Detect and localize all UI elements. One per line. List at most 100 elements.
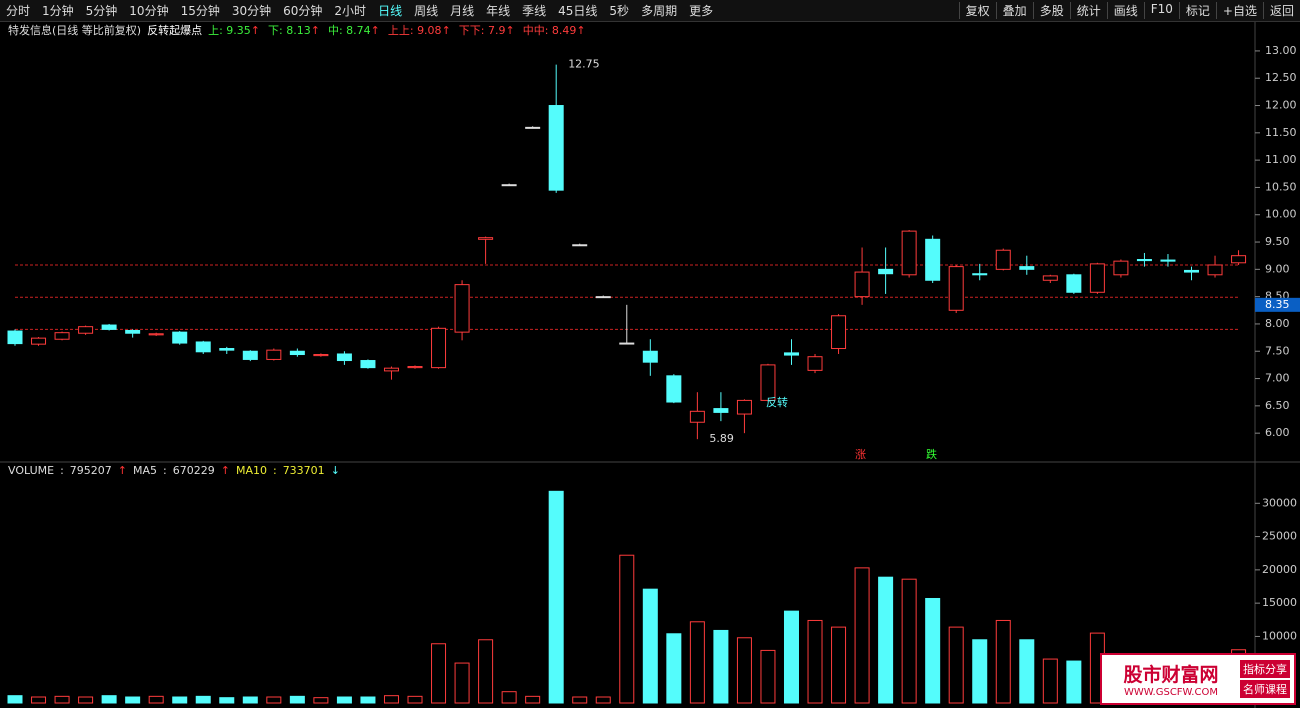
period-tab[interactable]: 15分钟	[180, 4, 220, 18]
period-tab[interactable]: 5分钟	[85, 4, 118, 18]
period-tab[interactable]: 30分钟	[231, 4, 272, 18]
candle-body	[7, 330, 23, 345]
volume-bar	[101, 695, 117, 704]
candle-body	[31, 337, 47, 345]
arrow-icon	[442, 24, 451, 37]
period-tab[interactable]: 1分钟	[42, 4, 74, 18]
volume-bar	[807, 619, 823, 704]
ma5-label: MA5	[133, 464, 158, 477]
arrow-icon	[505, 24, 514, 37]
volume-bar	[948, 626, 964, 704]
volume-bar	[148, 695, 164, 704]
volume-bar	[666, 633, 682, 704]
period-tab[interactable]: 多周期	[641, 4, 678, 18]
candle-body	[172, 331, 188, 344]
volume-bar	[54, 695, 70, 704]
period-tab[interactable]: 季线	[522, 4, 547, 18]
y-tick-label: 7.50	[1265, 344, 1290, 357]
vol-value: 795207	[69, 464, 112, 477]
arrow-icon	[311, 24, 320, 37]
period-tab[interactable]: 60分钟	[283, 4, 323, 18]
y-tick-label: 30000	[1262, 496, 1297, 509]
tool-button[interactable]: 返回	[1262, 2, 1300, 19]
tool-button[interactable]: +自选	[1215, 2, 1263, 19]
candle-body	[713, 408, 729, 413]
period-tab[interactable]: 日线	[378, 4, 403, 18]
candle-body	[1207, 264, 1223, 276]
candle-body	[548, 105, 564, 191]
candle-body	[972, 273, 988, 276]
tool-button[interactable]: 标记	[1178, 2, 1216, 19]
candle-body	[666, 375, 682, 403]
volume-bar	[266, 696, 282, 704]
logo-link[interactable]: 名师课程	[1240, 680, 1290, 698]
y-tick-label: 25000	[1262, 530, 1297, 543]
level-label: 上	[208, 24, 220, 37]
period-tab[interactable]: 年线	[486, 4, 511, 18]
y-tick-label: 10.00	[1265, 208, 1297, 221]
volume-bar	[995, 619, 1011, 704]
volume-bar	[360, 696, 376, 704]
logo-name: 股市财富网	[1123, 664, 1219, 686]
candle-body	[1136, 259, 1152, 262]
candle-body	[854, 271, 870, 298]
candle-body	[1184, 269, 1199, 273]
tool-button[interactable]: 多股	[1032, 2, 1070, 19]
candle-body	[831, 315, 847, 350]
volume-bar	[972, 639, 988, 704]
period-tab[interactable]: 5秒	[609, 4, 630, 18]
stock-name: 特发信息(日线 等比前复权)	[8, 24, 142, 37]
candle-body	[266, 349, 282, 360]
tool-button[interactable]: 叠加	[995, 2, 1033, 19]
tool-button[interactable]: 统计	[1069, 2, 1107, 19]
period-tab[interactable]: 2小时	[334, 4, 367, 18]
level-label: 上上	[387, 24, 410, 37]
volume-header: VOLUME:795207 MA5:670229 MA10:733701	[8, 464, 340, 477]
level-label: 下	[268, 24, 280, 37]
level: 上上: 9.08	[388, 22, 451, 38]
level-value: 9.35	[226, 24, 251, 37]
period-tab[interactable]: 分时	[6, 4, 31, 18]
candle-body	[242, 350, 258, 360]
level-value: 8.49	[551, 24, 577, 37]
toolbar: 分时 1分钟 5分钟 10分钟 15分钟 30分钟 60分钟 2小时 日线 周线 月线 年线 季线 45日…	[0, 0, 1300, 22]
period-tab[interactable]: 更多	[689, 4, 714, 18]
period-tab[interactable]: 周线	[414, 4, 439, 18]
candle-body	[289, 350, 305, 356]
logo-link[interactable]: 指标分享	[1240, 660, 1290, 678]
candle-body	[1089, 263, 1105, 293]
volume-bar	[454, 662, 470, 704]
candle-body	[878, 268, 894, 275]
candle-body	[595, 296, 611, 299]
periods: 分时 1分钟 5分钟 10分钟 15分钟 30分钟 60分钟 2小时 日线 周线 月线 年线 季线 45日…	[0, 2, 719, 19]
tool-button[interactable]: F10	[1143, 2, 1179, 19]
candle-body	[948, 266, 964, 311]
levels: 上: 9.35 下: 8.13 中: 8.74 上上: 9.08 下下: 7.9 中中: …	[208, 22, 586, 38]
tool-button[interactable]: 画线	[1106, 2, 1144, 19]
period-tab[interactable]: 45日线	[558, 4, 598, 18]
signal-label: 反转	[766, 395, 788, 409]
volume-bar	[78, 696, 94, 704]
level: 中中: 8.49	[523, 22, 586, 38]
indicator-name: 反转起爆点	[147, 24, 203, 37]
ma10-label: MA10	[235, 464, 267, 477]
candle-body	[925, 238, 941, 281]
candle-body	[407, 366, 423, 369]
period-tab[interactable]: 月线	[450, 4, 475, 18]
candle-body	[1042, 275, 1058, 281]
y-tick-label: 6.00	[1265, 426, 1290, 439]
y-tick-label: 20000	[1262, 563, 1297, 576]
volume-bar	[713, 629, 729, 704]
tool-button[interactable]: 复权	[958, 2, 996, 19]
y-tick-label: 6.50	[1265, 399, 1290, 412]
period-tab[interactable]: 10分钟	[129, 4, 169, 18]
volume-bar	[431, 643, 447, 704]
candle-body	[736, 399, 752, 415]
candle-body	[642, 350, 658, 363]
down-tag: 跌	[926, 447, 937, 461]
candle-body	[501, 184, 517, 187]
volume-bar	[878, 576, 894, 704]
tools: 复权 叠加 多股 统计 画线 F10 标记 +自选 返回	[958, 2, 1300, 19]
